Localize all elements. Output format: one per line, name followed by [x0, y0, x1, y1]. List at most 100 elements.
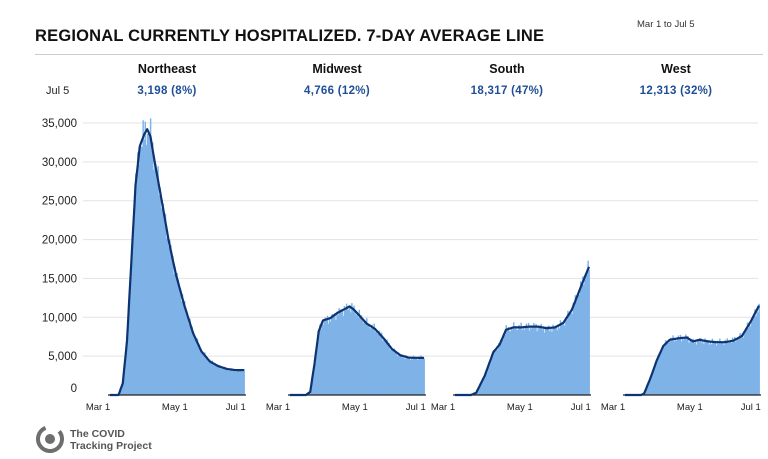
- bar: [388, 343, 390, 395]
- bar: [230, 368, 233, 395]
- bar: [355, 315, 357, 395]
- bar: [379, 335, 382, 395]
- bar: [575, 300, 578, 395]
- bar: [321, 322, 323, 395]
- bar: [706, 339, 708, 395]
- bar: [729, 342, 732, 395]
- bar: [734, 337, 736, 395]
- bar: [236, 369, 238, 395]
- bar: [371, 324, 373, 395]
- bar: [324, 317, 327, 395]
- bar: [156, 172, 158, 395]
- bar: [714, 342, 717, 395]
- bar: [523, 329, 526, 395]
- x-tick-label: May 1: [677, 402, 703, 413]
- bar: [316, 347, 318, 395]
- region-stat-west: 12,313 (32%): [639, 85, 713, 97]
- bar: [657, 355, 659, 395]
- bar: [723, 345, 725, 395]
- y-tick-label: 35,000: [42, 118, 77, 130]
- bar: [691, 339, 693, 395]
- bar: [743, 333, 746, 395]
- bar: [560, 323, 563, 395]
- bar: [200, 353, 203, 395]
- bar: [533, 322, 535, 395]
- bar: [725, 342, 727, 395]
- bar: [518, 325, 520, 395]
- bar: [708, 344, 710, 395]
- bar: [376, 333, 379, 395]
- bar: [647, 383, 650, 395]
- bar: [312, 371, 315, 395]
- bar: [126, 343, 128, 395]
- bar: [182, 303, 185, 395]
- bar: [122, 382, 124, 395]
- bar: [325, 318, 328, 395]
- bar: [402, 357, 404, 395]
- bar: [225, 369, 227, 395]
- bar: [420, 355, 422, 395]
- bar: [724, 339, 726, 395]
- bar: [400, 354, 402, 395]
- bar: [343, 306, 346, 395]
- bar: [194, 337, 197, 395]
- bar: [199, 350, 202, 395]
- bar: [699, 338, 702, 395]
- bar: [366, 318, 368, 395]
- bar: [674, 338, 676, 395]
- bar: [164, 213, 167, 395]
- bar: [710, 344, 713, 395]
- bar: [525, 323, 528, 395]
- bar: [669, 341, 671, 395]
- bar: [495, 348, 498, 395]
- seven-day-average-line: [110, 128, 244, 397]
- bar: [758, 303, 760, 395]
- bar: [517, 329, 519, 395]
- bar: [422, 358, 424, 395]
- bar: [702, 339, 704, 395]
- bar: [161, 200, 164, 395]
- bar: [756, 308, 758, 395]
- bar: [352, 309, 354, 395]
- bar: [338, 308, 340, 395]
- bar: [159, 187, 161, 395]
- bar: [222, 368, 224, 395]
- chart-title: REGIONAL CURRENTLY HOSPITALIZED. 7-DAY A…: [35, 27, 545, 45]
- bar: [370, 328, 372, 395]
- bar: [561, 322, 564, 395]
- bar: [543, 332, 546, 395]
- bar: [383, 338, 385, 395]
- bar: [175, 278, 177, 395]
- bar: [755, 316, 757, 395]
- bar: [149, 118, 152, 395]
- bar: [241, 369, 243, 395]
- bar: [751, 319, 753, 395]
- bar: [582, 276, 584, 395]
- bar: [309, 391, 312, 395]
- bar: [211, 360, 214, 395]
- bar: [538, 327, 540, 395]
- bar: [197, 345, 200, 395]
- bar: [491, 355, 494, 395]
- bar: [167, 246, 170, 395]
- bar: [481, 381, 483, 395]
- bar: [736, 339, 738, 395]
- bar: [646, 385, 649, 395]
- bar: [500, 339, 502, 395]
- bar: [411, 359, 414, 395]
- bar: [497, 349, 499, 395]
- bar: [153, 169, 155, 395]
- bar: [360, 315, 363, 395]
- bar: [514, 328, 516, 395]
- bar: [531, 328, 533, 395]
- bar: [410, 357, 413, 395]
- bar: [188, 323, 190, 395]
- bar: [396, 356, 399, 395]
- bar: [177, 279, 179, 395]
- y-tick-label: 0: [71, 383, 77, 395]
- bar: [546, 326, 549, 395]
- bar: [673, 341, 675, 395]
- bar: [323, 319, 325, 395]
- seven-day-average-line: [290, 305, 425, 397]
